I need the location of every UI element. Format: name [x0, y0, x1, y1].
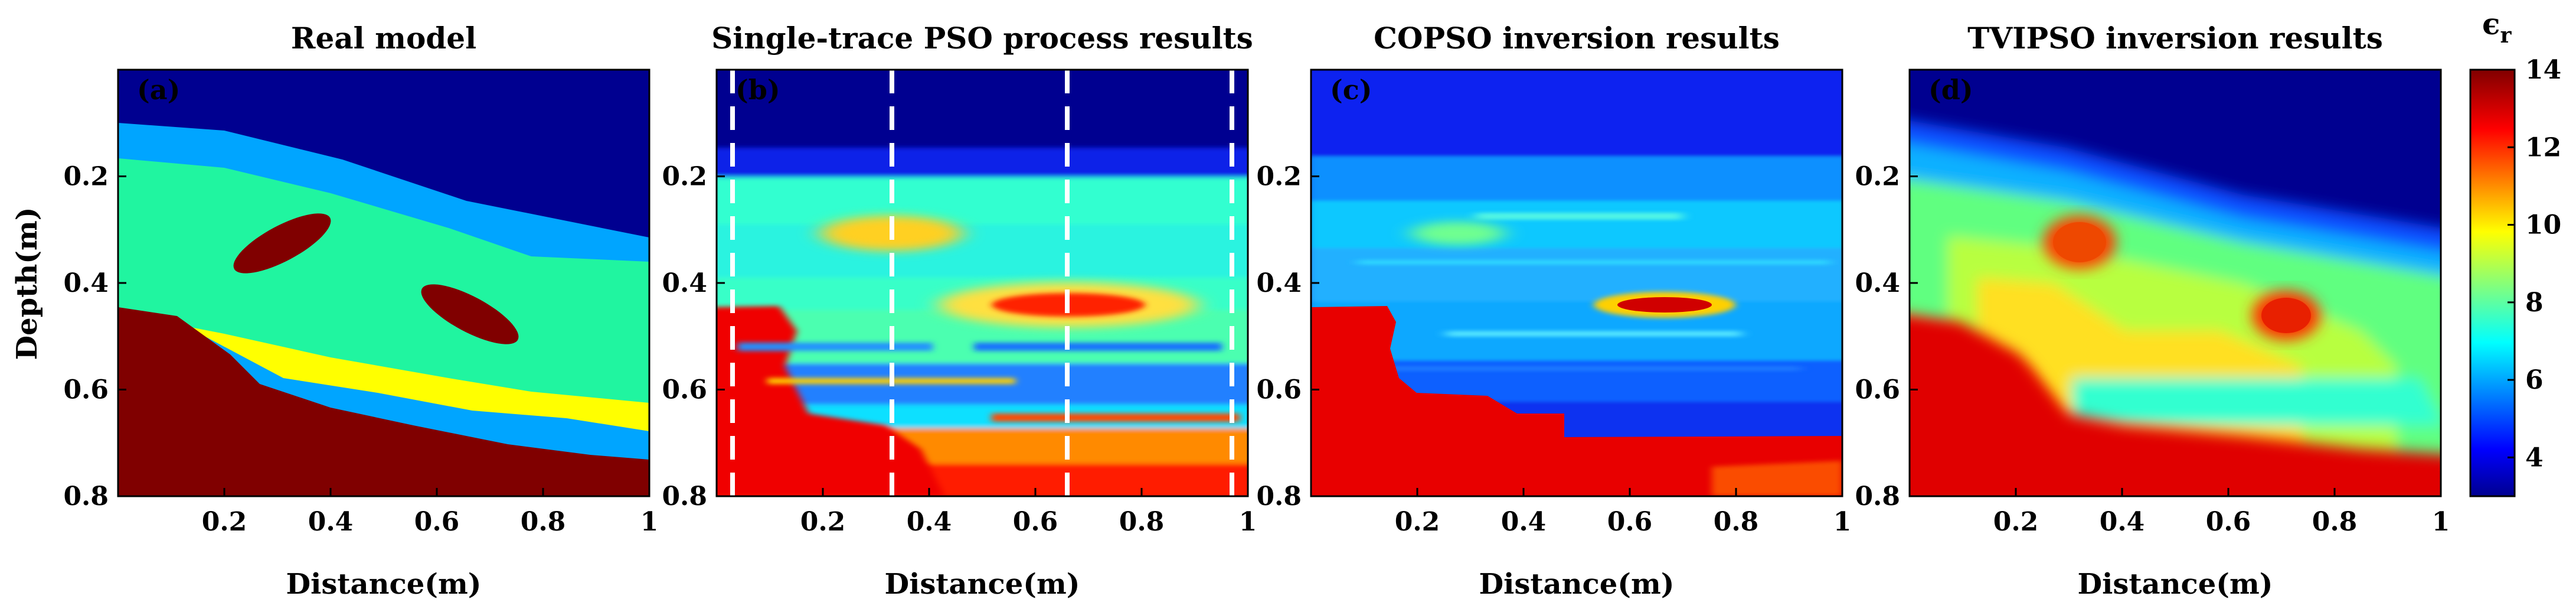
panel-a-xtick-label: 1: [640, 507, 659, 537]
panel-b-ytick-label: 0.4: [662, 268, 707, 298]
colorbar-tick-label: 10: [2525, 210, 2561, 240]
panel-b-tag: (b): [735, 74, 780, 106]
panel-d-tag: (d): [1928, 74, 1973, 106]
panel-c-xtick-label: 0.8: [1714, 507, 1759, 537]
panel-c: (c) COPSO inversion results Distance(m) …: [1256, 21, 1852, 601]
colorbar-tick-label: 14: [2525, 55, 2561, 85]
panel-b-ytick-label: 0.8: [662, 481, 707, 512]
panel-c-xlabel: Distance(m): [1479, 568, 1674, 601]
panel-d-xtick-label: 0.4: [2100, 507, 2145, 537]
colorbar-gradient: [2469, 69, 2516, 497]
colorbar-tick-label: 6: [2525, 365, 2544, 395]
colorbar-tick-label: 12: [2525, 132, 2561, 162]
panel-c-ytick-label: 0.2: [1256, 162, 1302, 192]
panel-c-xtick-label: 0.2: [1395, 507, 1440, 537]
panel-a-ytick-label: 0.4: [63, 268, 109, 298]
panel-a-xlabel: Distance(m): [286, 568, 481, 601]
panel-d-ytick-label: 0.6: [1855, 375, 1900, 405]
panel-b-image: [717, 70, 1248, 496]
panel-b-xtick-label: 0.2: [800, 507, 846, 537]
panel-d-xlabel: Distance(m): [2077, 568, 2273, 601]
panel-c-tag: (c): [1330, 74, 1372, 106]
colorbar-ticks: 4 6 8 10 12 14: [2508, 55, 2561, 473]
panel-d-xtick-label: 1: [2432, 507, 2450, 537]
panel-a-xtick-label: 0.8: [521, 507, 566, 537]
panel-d-ytick-label: 0.4: [1855, 268, 1900, 298]
panel-a-ytick-label: 0.2: [63, 162, 109, 192]
panel-d-title: TVIPSO inversion results: [1967, 21, 2383, 56]
colorbar: ϵr 4 6 8 10 12 14: [2469, 6, 2561, 497]
panel-a-title: Real model: [291, 21, 476, 56]
panel-d-ytick-label: 0.2: [1855, 162, 1900, 192]
panel-a-ytick-label: 0.8: [63, 481, 109, 512]
panel-d-xtick-label: 0.2: [1993, 507, 2039, 537]
panel-c-ytick-label: 0.6: [1256, 375, 1302, 405]
panel-b-xtick-label: 0.6: [1013, 507, 1058, 537]
panel-d-image: [1910, 70, 2441, 496]
panel-b-xtick-label: 0.4: [907, 507, 952, 537]
layer-bedrock: [118, 307, 649, 496]
panel-b-title: Single-trace PSO process results: [711, 21, 1253, 56]
anomaly-2: [421, 284, 519, 344]
panel-b-ytick-label: 0.2: [662, 162, 707, 192]
panel-a-image: [118, 70, 649, 496]
panel-c-xtick-label: 1: [1833, 507, 1852, 537]
panel-c-xtick-label: 0.4: [1501, 507, 1547, 537]
panel-a: (a) Real model Distance(m) Depth(m) 0.2 0…: [11, 21, 658, 601]
panel-c-ytick-label: 0.8: [1256, 481, 1302, 512]
panel-d-ytick-label: 0.8: [1855, 481, 1900, 512]
panel-a-xtick-label: 0.6: [414, 507, 460, 537]
panel-b-xtick-label: 1: [1239, 507, 1257, 537]
panel-b: (b) Single-trace PSO process results Dis…: [662, 21, 1257, 601]
anomaly-1: [233, 213, 331, 274]
colorbar-tick-label: 4: [2525, 442, 2544, 473]
panel-d-xtick-label: 0.8: [2312, 507, 2358, 537]
panel-a-xtick-label: 0.4: [308, 507, 354, 537]
panel-b-ytick-label: 0.6: [662, 375, 707, 405]
panel-d-xtick-label: 0.6: [2206, 507, 2251, 537]
panel-d: (d) TVIPSO inversion results Distance(m)…: [1855, 21, 2450, 601]
panel-c-ytick-label: 0.4: [1256, 268, 1302, 298]
panel-b-xtick-label: 0.8: [1119, 507, 1165, 537]
panel-b-xlabel: Distance(m): [884, 568, 1080, 601]
panel-c-image: [1311, 70, 1842, 496]
colorbar-tick-label: 8: [2525, 288, 2544, 318]
panel-c-xtick-label: 0.6: [1607, 507, 1653, 537]
colorbar-label: ϵr: [2482, 6, 2512, 48]
panel-a-tag: (a): [137, 74, 180, 106]
panel-c-title: COPSO inversion results: [1374, 21, 1780, 56]
panel-a-xtick-label: 0.2: [202, 507, 247, 537]
panel-a-ylabel: Depth(m): [11, 207, 44, 360]
panel-a-ytick-label: 0.6: [63, 375, 109, 405]
